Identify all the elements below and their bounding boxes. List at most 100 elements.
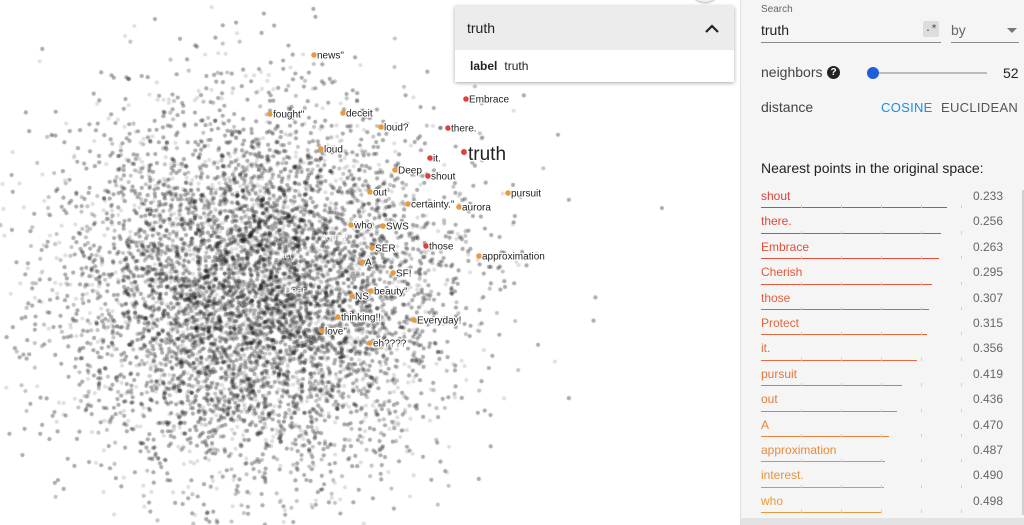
point-label: Everyday! <box>417 316 461 327</box>
help-icon[interactable]: ? <box>827 66 840 79</box>
bar-tick <box>841 510 842 514</box>
neighbor-point[interactable] <box>380 223 386 229</box>
nearest-point-row[interactable]: interest. 0.490 <box>761 464 1023 489</box>
nearest-point-row[interactable]: approximation 0.487 <box>761 439 1023 464</box>
nearest-point-row[interactable]: who 0.498 <box>761 490 1023 515</box>
nearest-point-label[interactable]: out <box>761 392 778 407</box>
search-input-value[interactable]: truth <box>761 22 790 38</box>
nearest-point-similarity-bar <box>761 283 932 285</box>
nearest-point-row[interactable]: it. 0.356 <box>761 337 1023 362</box>
nearest-point-distance: 0.256 <box>972 214 1003 229</box>
neighbor-point[interactable] <box>423 243 429 249</box>
nearest-point-similarity-bar <box>761 461 886 463</box>
point-label: pursuit <box>511 189 541 200</box>
point-cloud[interactable] <box>0 0 740 525</box>
neighbor-point[interactable] <box>405 201 411 207</box>
bar-tick <box>841 433 842 437</box>
bar-tick <box>841 383 842 387</box>
point-label: shout <box>431 172 456 183</box>
bar-tick <box>961 256 962 260</box>
nearest-point-row[interactable]: shout 0.233 <box>761 185 1023 210</box>
search-by-select[interactable]: by <box>951 18 1019 43</box>
nearest-point-row[interactable]: pursuit 0.419 <box>761 363 1023 388</box>
nearest-point-label[interactable]: those <box>761 290 791 305</box>
neighbors-value: 52 <box>1003 65 1019 81</box>
bar-tick <box>801 205 802 209</box>
nearest-point-distance: 0.263 <box>972 239 1003 254</box>
neighbor-point[interactable] <box>318 146 324 152</box>
neighbor-point[interactable] <box>367 340 373 346</box>
neighbor-point[interactable] <box>476 253 482 259</box>
euclidean-distance-button[interactable]: EUCLIDEAN <box>941 100 1019 115</box>
point-label: today <box>323 233 347 244</box>
neighbor-point[interactable] <box>463 96 469 102</box>
neighbor-point[interactable] <box>267 111 273 117</box>
neighbor-point[interactable] <box>359 259 365 265</box>
point-label: SER <box>375 244 396 255</box>
bar-tick <box>921 256 922 260</box>
neighbor-point[interactable] <box>505 190 511 196</box>
neighbor-point[interactable] <box>411 317 417 323</box>
nearest-point-label[interactable]: Cherish <box>761 265 803 280</box>
chevron-up-icon[interactable] <box>702 18 722 38</box>
search-input[interactable]: truth .* <box>761 18 941 43</box>
neighbor-point[interactable] <box>378 124 384 130</box>
neighbors-slider-thumb[interactable] <box>867 67 880 79</box>
nearest-point-row[interactable]: Cherish 0.295 <box>761 261 1023 286</box>
nearest-point-row[interactable]: out 0.436 <box>761 388 1023 413</box>
regex-toggle-button[interactable]: .* <box>923 21 939 37</box>
selected-point[interactable] <box>461 149 467 155</box>
neighbor-point[interactable] <box>367 189 373 195</box>
bar-tick <box>801 408 802 412</box>
nearest-point-similarity-bar <box>761 334 927 336</box>
neighbor-point[interactable] <box>425 173 431 179</box>
bar-tick <box>881 281 882 285</box>
neighbor-point[interactable] <box>445 125 451 131</box>
scrollbar[interactable] <box>1022 190 1024 515</box>
neighbor-point[interactable] <box>349 293 355 299</box>
selection-card-header[interactable]: truth <box>455 6 734 50</box>
nearest-point-label[interactable]: approximation <box>761 442 837 457</box>
nearest-point-row[interactable]: A 0.470 <box>761 414 1023 439</box>
neighbor-point[interactable] <box>340 110 346 116</box>
cosine-distance-button[interactable]: COSINE <box>881 100 933 115</box>
bar-tick <box>961 230 962 234</box>
point-label: loud <box>324 145 343 156</box>
neighbor-point[interactable] <box>392 167 398 173</box>
neighbor-point[interactable] <box>427 155 433 161</box>
nearest-point-label[interactable]: interest. <box>761 468 804 483</box>
bar-tick <box>961 306 962 310</box>
nearest-point-label[interactable]: Protect <box>761 315 800 330</box>
neighbors-label: neighbors <box>761 64 823 80</box>
nearest-point-label[interactable]: Embrace <box>761 239 810 254</box>
embedding-projection-plot[interactable]: news" fought" deceit loud? Embrace there. loud… <box>0 0 740 525</box>
neighbor-point[interactable] <box>456 204 462 210</box>
nearest-point-label[interactable]: who <box>761 493 784 508</box>
close-selection-button[interactable] <box>690 0 720 2</box>
nearest-point-distance: 0.233 <box>972 189 1003 203</box>
neighbor-point[interactable] <box>335 314 341 320</box>
neighbors-slider[interactable] <box>867 67 987 79</box>
nearest-point-row[interactable]: those 0.307 <box>761 287 1023 312</box>
nearest-point-distance: 0.470 <box>972 417 1003 432</box>
bar-tick <box>881 256 882 260</box>
nearest-point-row[interactable]: Protect 0.315 <box>761 312 1023 337</box>
point-label: out <box>373 188 387 199</box>
neighbor-point[interactable] <box>390 270 396 276</box>
nearest-point-label[interactable]: it. <box>761 341 771 356</box>
neighbor-point[interactable] <box>369 245 375 251</box>
nearest-point-label[interactable]: A <box>761 417 770 432</box>
search-by-value: by <box>951 22 966 38</box>
point-label: aurora <box>462 203 491 214</box>
point-label: beauty" <box>374 287 408 298</box>
nearest-point-row[interactable]: there. 0.256 <box>761 210 1023 235</box>
bar-tick <box>881 205 882 209</box>
neighbor-point[interactable] <box>319 328 325 334</box>
nearest-point-row[interactable]: Embrace 0.263 <box>761 236 1023 261</box>
nearest-point-label[interactable]: pursuit <box>761 366 798 381</box>
nearest-point-label[interactable]: shout <box>761 189 791 203</box>
neighbor-point[interactable] <box>368 288 374 294</box>
neighbor-point[interactable] <box>348 222 354 228</box>
neighbor-point[interactable] <box>311 52 317 58</box>
nearest-point-label[interactable]: there. <box>761 214 792 229</box>
